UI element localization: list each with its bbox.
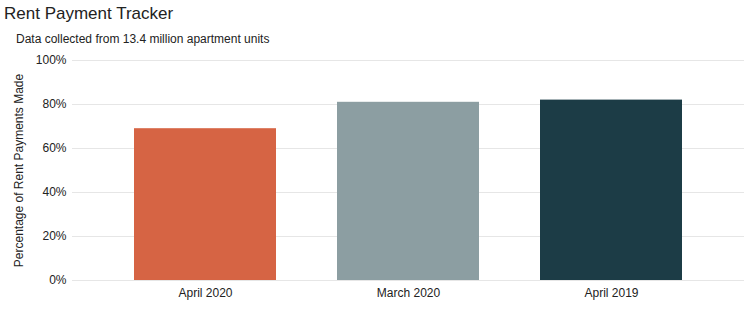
svg-text:April 2019: April 2019 [584,286,638,300]
svg-text:April 2020: April 2020 [178,286,232,300]
svg-text:20%: 20% [42,229,66,243]
html-text:Data collected from 13.4 milli: Data collected from 13.4 million apartme… [16,32,270,46]
svg-text:0%: 0% [49,273,67,287]
html-text:Rent Payment Tracker: Rent Payment Tracker [4,4,174,23]
svg-text:60%: 60% [42,141,66,155]
svg-text:40%: 40% [42,185,66,199]
svg-text:100%: 100% [36,53,67,67]
svg-text:March 2020: March 2020 [377,286,441,300]
svg-text:80%: 80% [42,97,66,111]
svg-text:Percentage of Rent Payments Ma: Percentage of Rent Payments Made [12,73,26,267]
